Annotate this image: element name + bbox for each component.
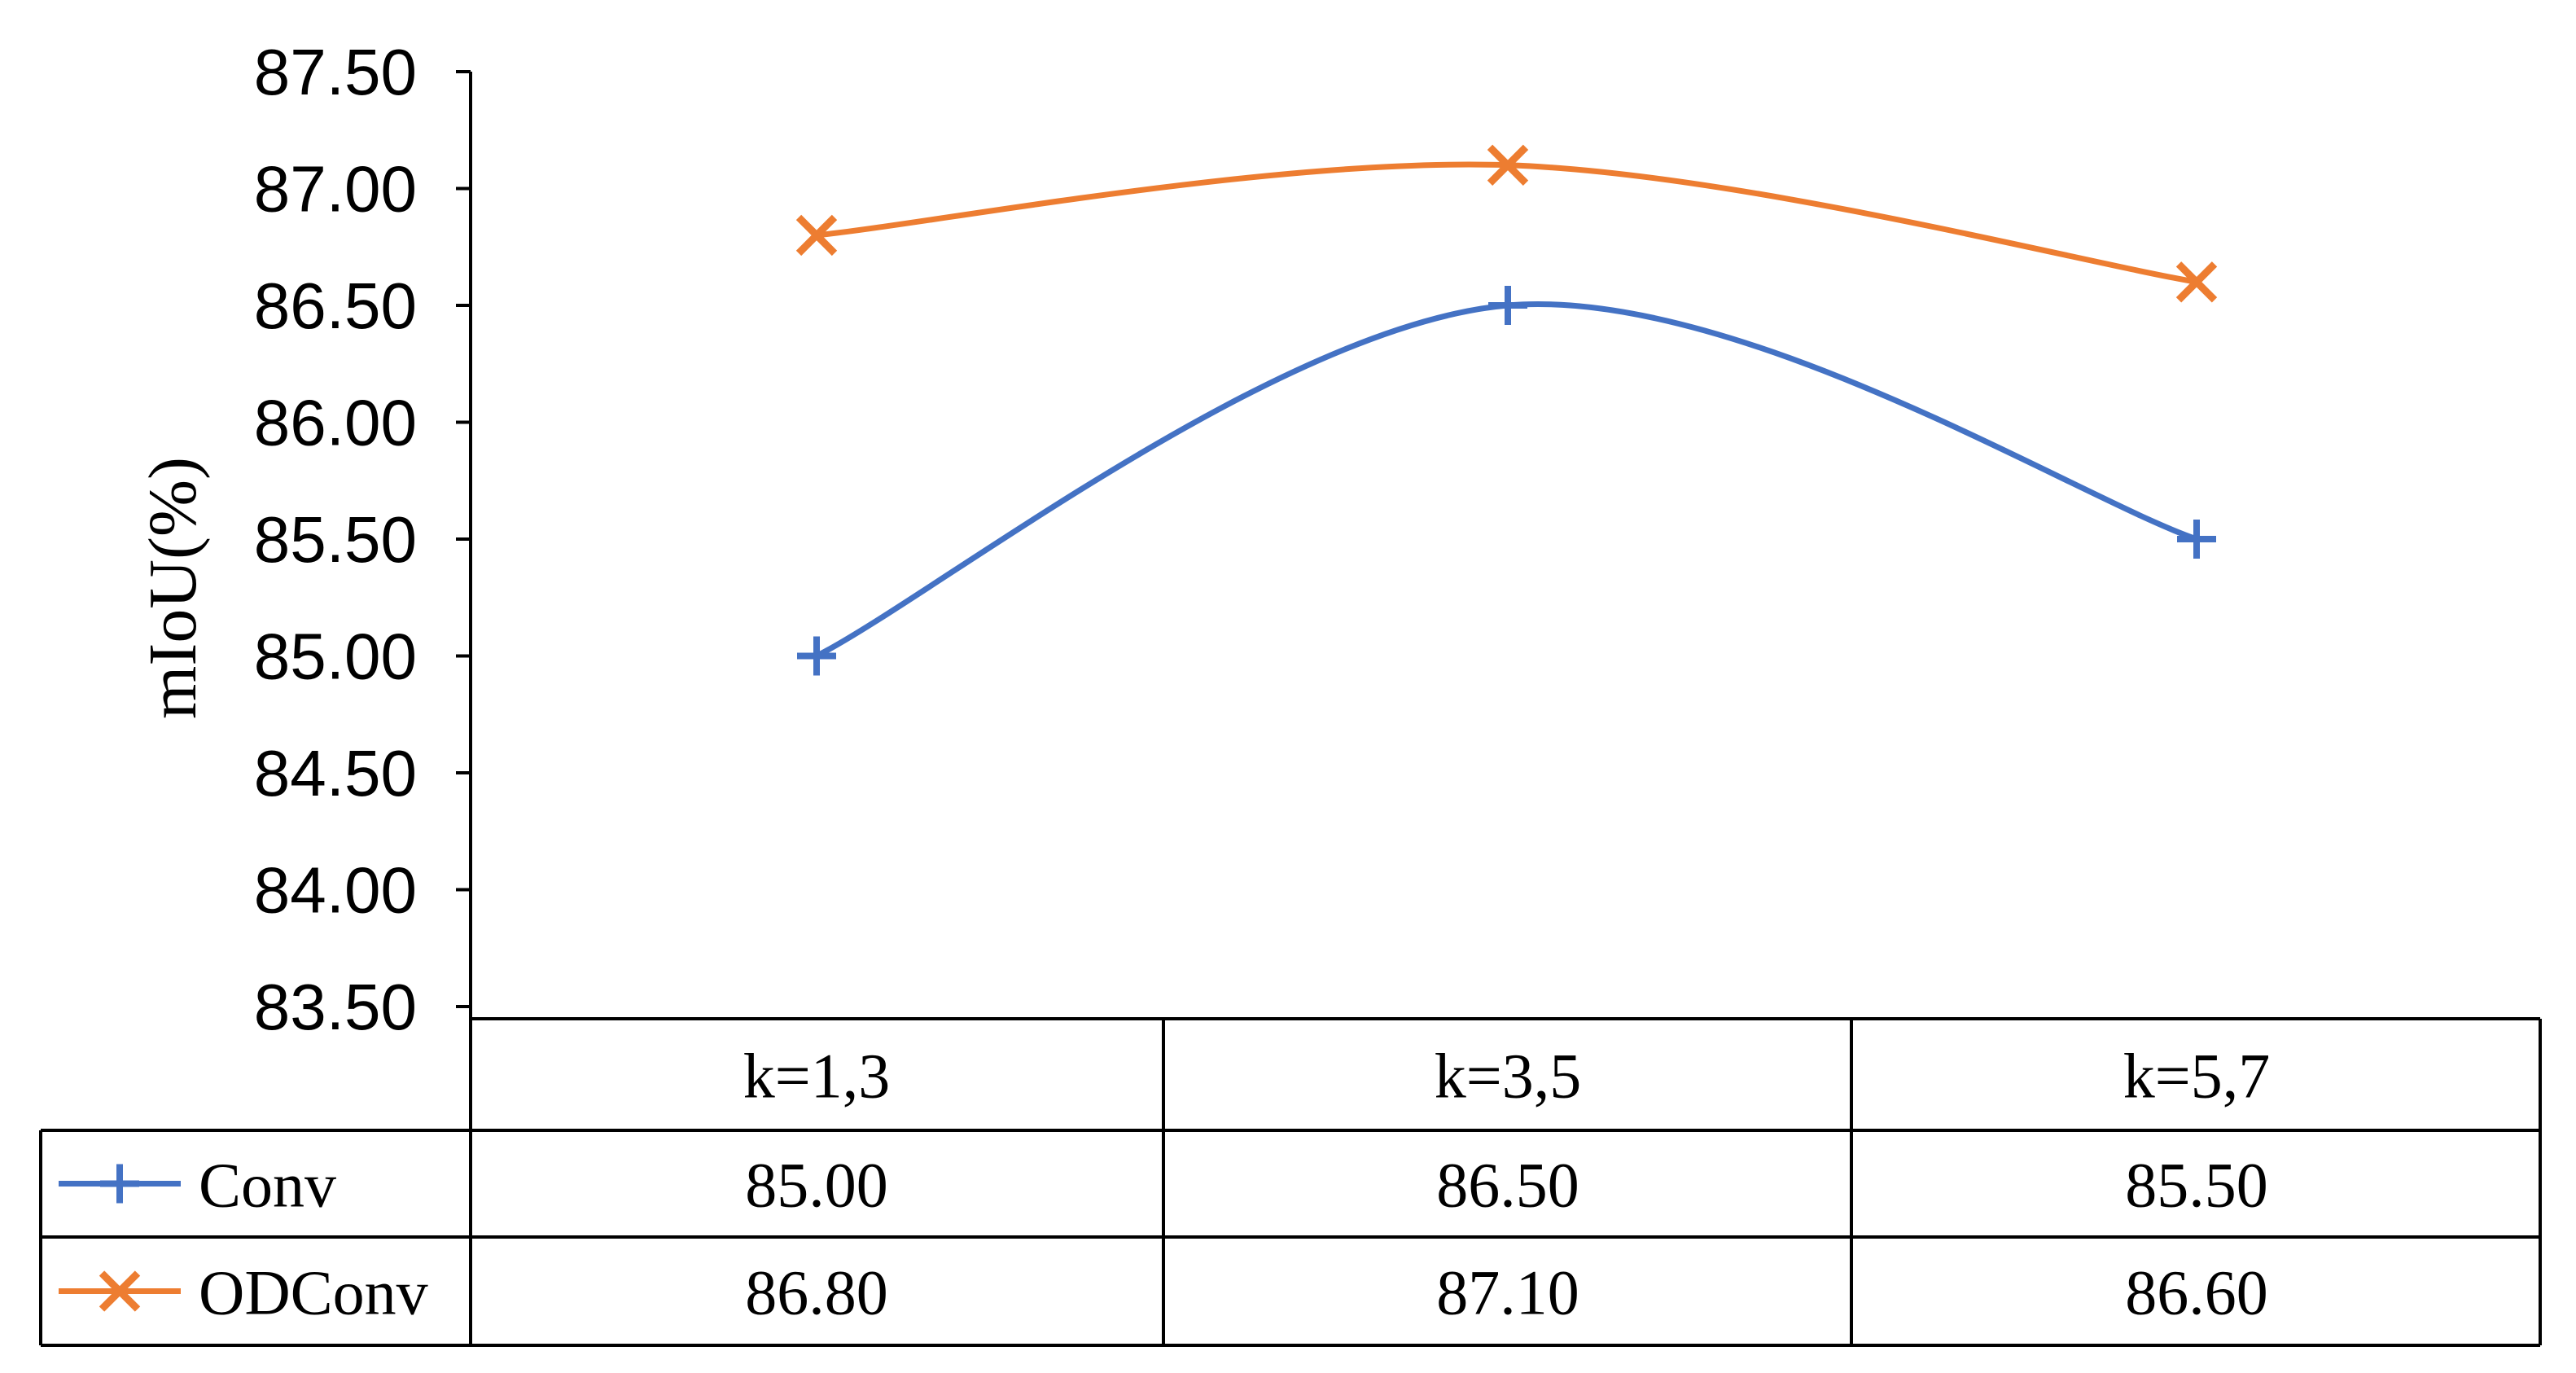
data-point-odconv <box>795 214 838 257</box>
x-category-label: k=3,5 <box>1435 1041 1582 1112</box>
table-value-odconv: 86.60 <box>2125 1257 2268 1328</box>
table-value-conv: 85.50 <box>2125 1150 2268 1221</box>
data-point-odconv <box>2175 261 2218 303</box>
series-line-odconv <box>813 161 2200 285</box>
data-point-conv <box>797 636 836 676</box>
y-axis-ticks: 87.50 87.00 86.50 86.00 85.50 85.00 84.50 84.00… <box>254 36 471 1043</box>
y-tick-label: 84.50 <box>254 737 417 809</box>
y-tick-label: 86.00 <box>254 387 417 459</box>
y-tick-label: 84.00 <box>254 854 417 927</box>
y-tick-label: 87.50 <box>254 36 417 108</box>
data-point-conv <box>2177 520 2216 559</box>
y-tick-label: 83.50 <box>254 971 417 1043</box>
legend-label-odconv: ODConv <box>199 1257 428 1328</box>
series-layer <box>795 144 2218 676</box>
legend-key-odconv <box>59 1270 181 1312</box>
y-tick-label: 85.50 <box>254 503 417 576</box>
legend-marker-conv <box>100 1164 139 1204</box>
y-tick-label: 87.00 <box>254 153 417 226</box>
x-category-label: k=5,7 <box>2123 1041 2271 1112</box>
x-category-label: k=1,3 <box>743 1041 891 1112</box>
y-tick-label: 85.00 <box>254 621 417 693</box>
legend-marker-odconv <box>99 1270 141 1312</box>
table-value-odconv: 86.80 <box>745 1257 888 1328</box>
table-value-conv: 85.00 <box>745 1150 888 1221</box>
y-tick-label: 86.50 <box>254 270 417 342</box>
data-table: k=1,3 k=3,5 k=5,7 Conv 85.00 86.50 85.50 ODConv… <box>39 1017 2542 1347</box>
table-value-conv: 86.50 <box>1436 1150 1579 1221</box>
legend-key-conv <box>59 1164 181 1204</box>
table-value-odconv: 87.10 <box>1436 1257 1579 1328</box>
legend-label-conv: Conv <box>199 1150 336 1221</box>
data-point-odconv <box>1487 144 1529 186</box>
data-point-conv <box>1488 286 1527 325</box>
y-axis-title: mIoU(%) <box>135 457 211 719</box>
series-line-conv <box>813 301 2200 659</box>
